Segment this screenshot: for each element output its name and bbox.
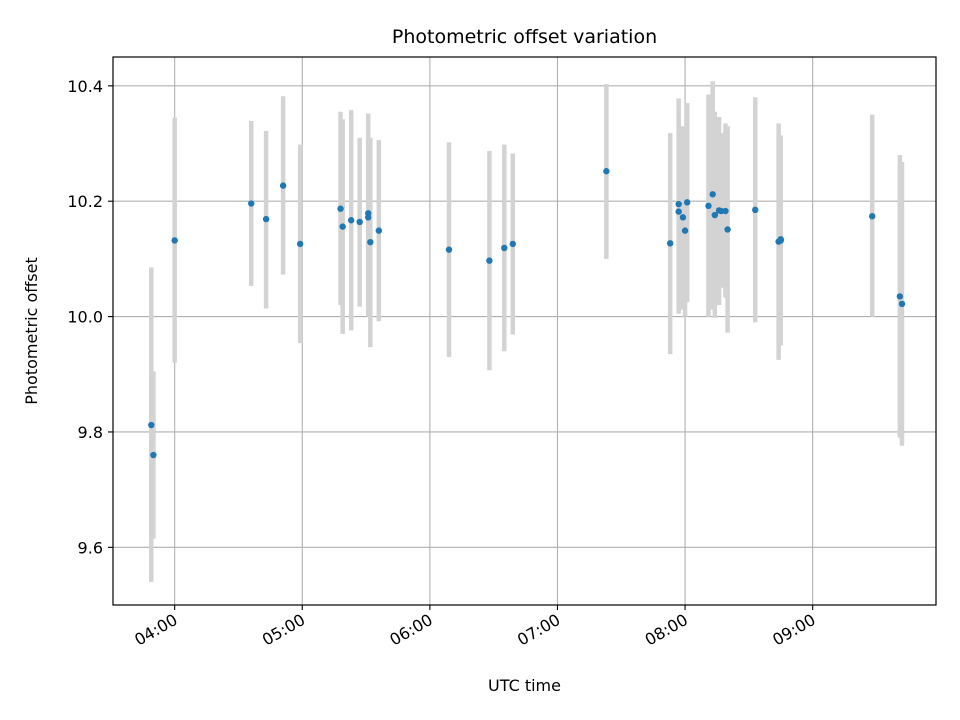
data-point — [339, 223, 346, 230]
data-point — [681, 227, 689, 234]
data-point — [724, 226, 731, 233]
data-point — [705, 202, 712, 210]
y-tick-label: 9.6 — [78, 538, 103, 557]
plot-frame — [112, 56, 937, 606]
data-point — [486, 257, 493, 264]
data-point — [709, 191, 716, 198]
data-point — [898, 300, 906, 308]
data-point — [896, 293, 904, 300]
data-point — [248, 200, 255, 207]
data-point — [675, 208, 682, 215]
data-point — [683, 199, 691, 206]
data-point — [666, 240, 674, 247]
data-point — [869, 213, 876, 220]
data-point — [603, 168, 610, 175]
data-point — [337, 205, 344, 212]
data-point — [752, 206, 759, 214]
y-tick-label: 10.4 — [67, 77, 103, 96]
data-point — [722, 207, 729, 215]
data-point — [148, 421, 155, 429]
data-point — [347, 217, 355, 224]
y-tick-label: 10.2 — [67, 192, 103, 211]
y-axis-label: Photometric offset — [22, 257, 41, 405]
data-point — [509, 240, 517, 248]
data-point — [711, 211, 719, 219]
data-point — [296, 240, 304, 248]
data-point — [445, 246, 453, 253]
chart-title: Photometric offset variation — [392, 26, 657, 48]
data-point — [777, 236, 784, 243]
data-point — [501, 244, 508, 252]
y-tick-label: 9.8 — [78, 423, 103, 442]
data-point — [375, 227, 383, 234]
data-point — [262, 215, 270, 223]
data-points — [148, 168, 906, 459]
data-point — [150, 451, 157, 459]
data-point — [679, 214, 687, 221]
x-axis-label: UTC time — [488, 676, 561, 695]
data-point — [364, 214, 372, 221]
data-point — [279, 182, 287, 189]
data-point — [171, 237, 178, 244]
data-point — [675, 200, 682, 208]
data-point — [356, 218, 363, 226]
y-tick-label: 10.0 — [67, 308, 103, 327]
y-axis: 9.6 9.8 10.0 10.2 10.4 — [67, 77, 113, 557]
data-point — [367, 238, 374, 246]
